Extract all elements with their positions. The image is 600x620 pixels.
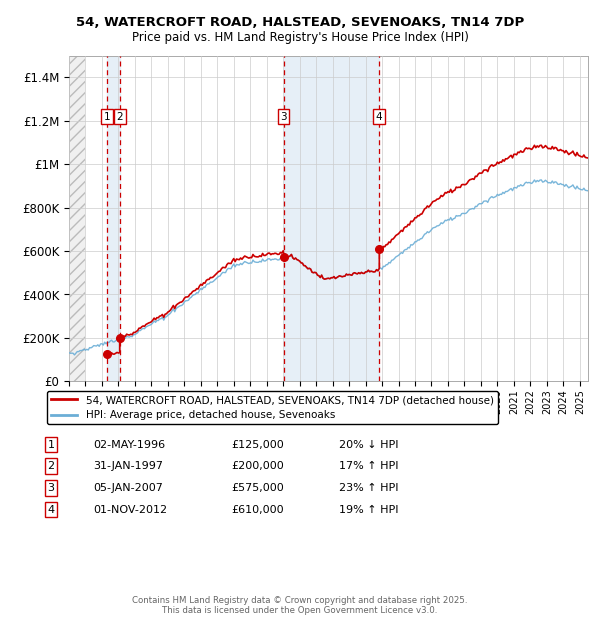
Text: 02-MAY-1996: 02-MAY-1996 <box>93 440 165 450</box>
Text: £575,000: £575,000 <box>231 483 284 493</box>
Text: £200,000: £200,000 <box>231 461 284 471</box>
Bar <box>107 56 120 381</box>
Legend: 54, WATERCROFT ROAD, HALSTEAD, SEVENOAKS, TN14 7DP (detached house), HPI: Averag: 54, WATERCROFT ROAD, HALSTEAD, SEVENOAKS… <box>47 391 498 424</box>
Bar <box>69 56 85 381</box>
Text: 2: 2 <box>116 112 123 122</box>
Text: 1: 1 <box>47 440 55 450</box>
Text: 05-JAN-2007: 05-JAN-2007 <box>93 483 163 493</box>
Text: 17% ↑ HPI: 17% ↑ HPI <box>339 461 398 471</box>
Text: 54, WATERCROFT ROAD, HALSTEAD, SEVENOAKS, TN14 7DP: 54, WATERCROFT ROAD, HALSTEAD, SEVENOAKS… <box>76 16 524 29</box>
Text: 01-NOV-2012: 01-NOV-2012 <box>93 505 167 515</box>
Text: 20% ↓ HPI: 20% ↓ HPI <box>339 440 398 450</box>
Text: £125,000: £125,000 <box>231 440 284 450</box>
Text: 4: 4 <box>376 112 383 122</box>
Text: £610,000: £610,000 <box>231 505 284 515</box>
Text: 2: 2 <box>47 461 55 471</box>
Text: 23% ↑ HPI: 23% ↑ HPI <box>339 483 398 493</box>
Text: 3: 3 <box>47 483 55 493</box>
Text: Price paid vs. HM Land Registry's House Price Index (HPI): Price paid vs. HM Land Registry's House … <box>131 31 469 44</box>
Text: Contains HM Land Registry data © Crown copyright and database right 2025.
This d: Contains HM Land Registry data © Crown c… <box>132 596 468 615</box>
Text: 4: 4 <box>47 505 55 515</box>
Text: 31-JAN-1997: 31-JAN-1997 <box>93 461 163 471</box>
Bar <box>284 56 379 381</box>
Text: 19% ↑ HPI: 19% ↑ HPI <box>339 505 398 515</box>
Text: 1: 1 <box>104 112 111 122</box>
Text: 3: 3 <box>280 112 287 122</box>
